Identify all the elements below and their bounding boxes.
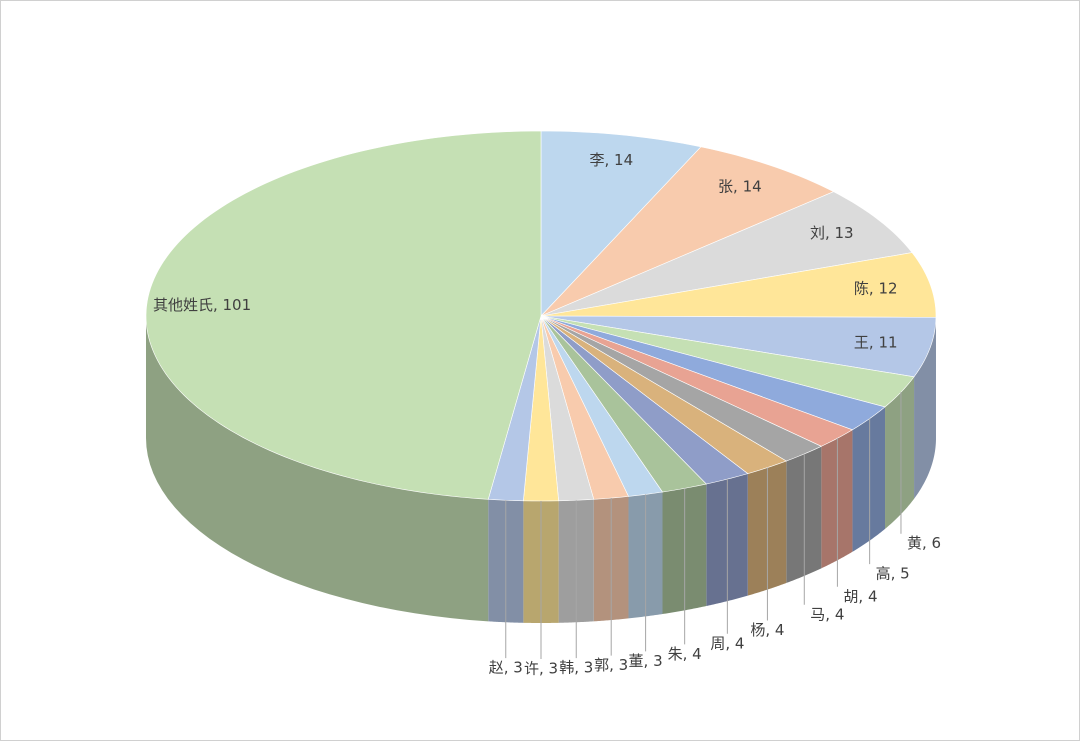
slice-side bbox=[821, 430, 852, 569]
data-label: 张, 14 bbox=[718, 178, 762, 196]
data-label: 郭, 3 bbox=[594, 656, 628, 674]
slice-side bbox=[852, 407, 885, 552]
data-label: 马, 4 bbox=[810, 605, 844, 623]
data-label: 赵, 3 bbox=[489, 659, 523, 677]
data-label: 朱, 4 bbox=[668, 645, 702, 663]
data-label: 周, 4 bbox=[710, 634, 744, 652]
data-label: 陈, 12 bbox=[854, 279, 898, 297]
data-label: 许, 3 bbox=[524, 660, 558, 678]
data-label: 胡, 4 bbox=[843, 587, 877, 605]
data-label: 杨, 4 bbox=[750, 621, 784, 639]
data-label: 高, 5 bbox=[876, 565, 910, 583]
data-label: 王, 11 bbox=[854, 334, 898, 352]
data-label: 韩, 3 bbox=[559, 659, 593, 677]
data-label: 李, 14 bbox=[589, 151, 633, 169]
data-label: 其他姓氏, 101 bbox=[153, 296, 251, 314]
data-label: 黄, 6 bbox=[907, 534, 941, 552]
data-label: 董, 3 bbox=[629, 652, 663, 670]
data-label: 刘, 13 bbox=[810, 224, 854, 242]
